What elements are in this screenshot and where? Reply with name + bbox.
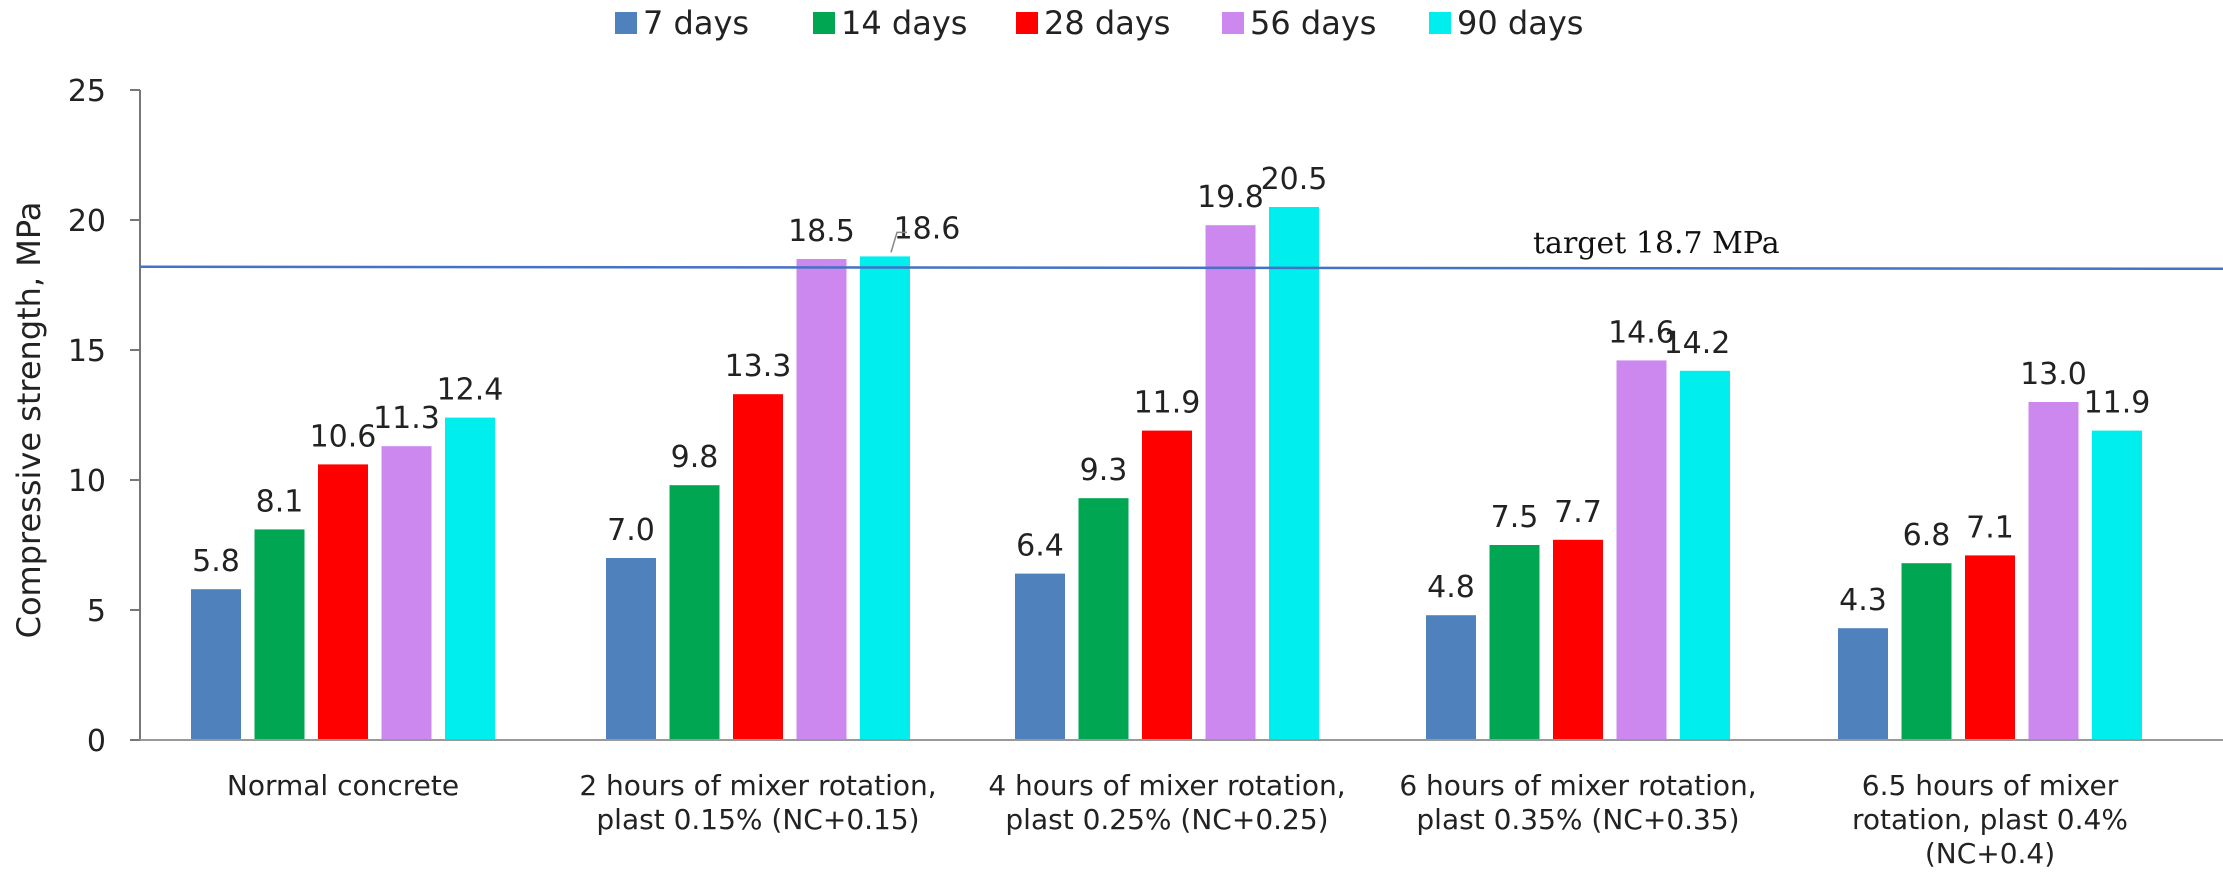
data-label: 7.5 (1491, 500, 1539, 535)
bar-28-days-cat-4 (1553, 539, 1603, 740)
data-label: 18.6 (894, 211, 961, 246)
y-axis-title: Compressive strength, MPa (10, 202, 48, 639)
legend-label: 7 days (643, 4, 749, 42)
bar-28-days-cat-2 (733, 394, 783, 740)
data-label: 13.3 (725, 349, 792, 384)
bar-56-days-cat-3 (1205, 225, 1256, 740)
legend-label: 28 days (1044, 4, 1170, 42)
category-label: 2 hours of mixer rotation, plast 0.15% (N… (579, 769, 936, 836)
data-label: 9.8 (671, 440, 719, 475)
data-label: 11.3 (373, 401, 440, 436)
legend-swatch (813, 12, 835, 34)
data-label-leader (890, 231, 907, 253)
y-axis: 0 5 10 15 20 25 (68, 74, 141, 759)
data-label-group: 5.8 7.0 6.4 4.8 4.3 8.1 9.8 9.3 7.5 6.8 10.6 13.3 11… (192, 162, 2150, 618)
data-label: 5.8 (192, 544, 240, 579)
bar-7-days-cat-2 (606, 558, 656, 740)
x-axis: Normal concrete 2 hours of mixer rotation… (140, 739, 2223, 870)
legend-label: 14 days (841, 4, 967, 42)
legend-item-14-days: 14 days (813, 4, 967, 42)
bar-28-days-cat-1 (318, 464, 368, 740)
bar-series-group (191, 207, 2142, 740)
data-label: 19.8 (1197, 180, 1264, 215)
bar-90-days-cat-4 (1680, 370, 1730, 740)
category-label-line: 2 hours of mixer rotation, (579, 769, 936, 802)
bar-7-days-cat-3 (1015, 573, 1065, 740)
legend-item-90-days: 90 days (1429, 4, 1583, 42)
category-label-line: rotation, plast 0.4% (1852, 803, 2128, 836)
bar-56-days-cat-4 (1616, 360, 1667, 740)
bar-7-days-cat-1 (191, 589, 241, 740)
bar-56-days-cat-1 (381, 446, 432, 740)
y-tick-label: 15 (68, 334, 106, 369)
data-label: 11.9 (2084, 386, 2151, 421)
data-label: 11.9 (1134, 386, 1201, 421)
bar-14-days-cat-2 (669, 485, 720, 740)
bar-56-days-cat-5 (2028, 402, 2079, 740)
data-label: 6.8 (1903, 518, 1951, 553)
legend-swatch (1016, 12, 1038, 34)
category-label-line: plast 0.35% (NC+0.35) (1416, 803, 1739, 836)
target-reference: target 18.7 MPa (139, 226, 2223, 271)
data-label: 13.0 (2020, 357, 2087, 392)
target-label: target 18.7 MPa (1533, 226, 1780, 261)
bar-14-days-cat-1 (254, 529, 305, 740)
legend-label: 90 days (1457, 4, 1583, 42)
data-label: 14.6 (1608, 315, 1675, 350)
category-label-line: Normal concrete (227, 769, 459, 802)
data-label: 8.1 (256, 484, 304, 519)
y-tick-label: 0 (87, 724, 106, 759)
category-label-line: 4 hours of mixer rotation, (988, 769, 1345, 802)
data-label: 18.5 (788, 214, 855, 249)
category-label: 6.5 hours of mixer rotation, plast 0.4% (N… (1852, 769, 2128, 870)
data-label: 6.4 (1016, 529, 1064, 564)
data-label: 14.2 (1664, 326, 1731, 361)
y-tick-label: 10 (68, 464, 106, 499)
legend: 7 days 14 days 28 days 56 days 90 days (615, 4, 1583, 42)
legend-swatch (615, 12, 637, 34)
data-label: 12.4 (437, 373, 504, 408)
legend-item-28-days: 28 days (1016, 4, 1170, 42)
bar-7-days-cat-4 (1426, 615, 1476, 740)
bar-56-days-cat-2 (796, 259, 847, 740)
bar-90-days-cat-5 (2092, 430, 2142, 740)
y-tick-label: 25 (68, 74, 106, 109)
category-label-line: plast 0.25% (NC+0.25) (1005, 803, 1328, 836)
bar-28-days-cat-3 (1142, 430, 1192, 740)
data-label: 20.5 (1261, 162, 1328, 197)
data-label: 4.8 (1427, 570, 1475, 605)
category-label: 6 hours of mixer rotation, plast 0.35% (N… (1399, 769, 1756, 836)
category-label-line: 6.5 hours of mixer (1862, 769, 2119, 802)
legend-item-56-days: 56 days (1222, 4, 1376, 42)
y-tick-label: 5 (87, 594, 106, 629)
category-label-line: 6 hours of mixer rotation, (1399, 769, 1756, 802)
bar-14-days-cat-5 (1901, 563, 1952, 740)
legend-item-7-days: 7 days (615, 4, 749, 42)
data-label: 7.0 (607, 513, 655, 548)
legend-swatch (1222, 12, 1244, 34)
legend-label: 56 days (1250, 4, 1376, 42)
category-label: 4 hours of mixer rotation, plast 0.25% (N… (988, 769, 1345, 836)
y-tick-label: 20 (68, 204, 106, 239)
bar-90-days-cat-3 (1269, 207, 1319, 740)
bar-28-days-cat-5 (1965, 555, 2015, 740)
bar-90-days-cat-2 (860, 256, 910, 740)
category-label: Normal concrete (227, 769, 459, 802)
data-label: 4.3 (1839, 583, 1887, 618)
data-label: 7.1 (1966, 510, 2014, 545)
data-label: 10.6 (310, 419, 377, 454)
bar-14-days-cat-4 (1489, 545, 1540, 740)
bar-14-days-cat-3 (1078, 498, 1129, 740)
bar-90-days-cat-1 (445, 417, 495, 740)
data-label: 7.7 (1554, 495, 1602, 530)
category-label-line: plast 0.15% (NC+0.15) (596, 803, 919, 836)
legend-swatch (1429, 12, 1451, 34)
bar-7-days-cat-5 (1838, 628, 1888, 740)
target-line (139, 265, 2223, 271)
data-label: 9.3 (1080, 453, 1128, 488)
category-label-line: (NC+0.4) (1925, 837, 2055, 870)
